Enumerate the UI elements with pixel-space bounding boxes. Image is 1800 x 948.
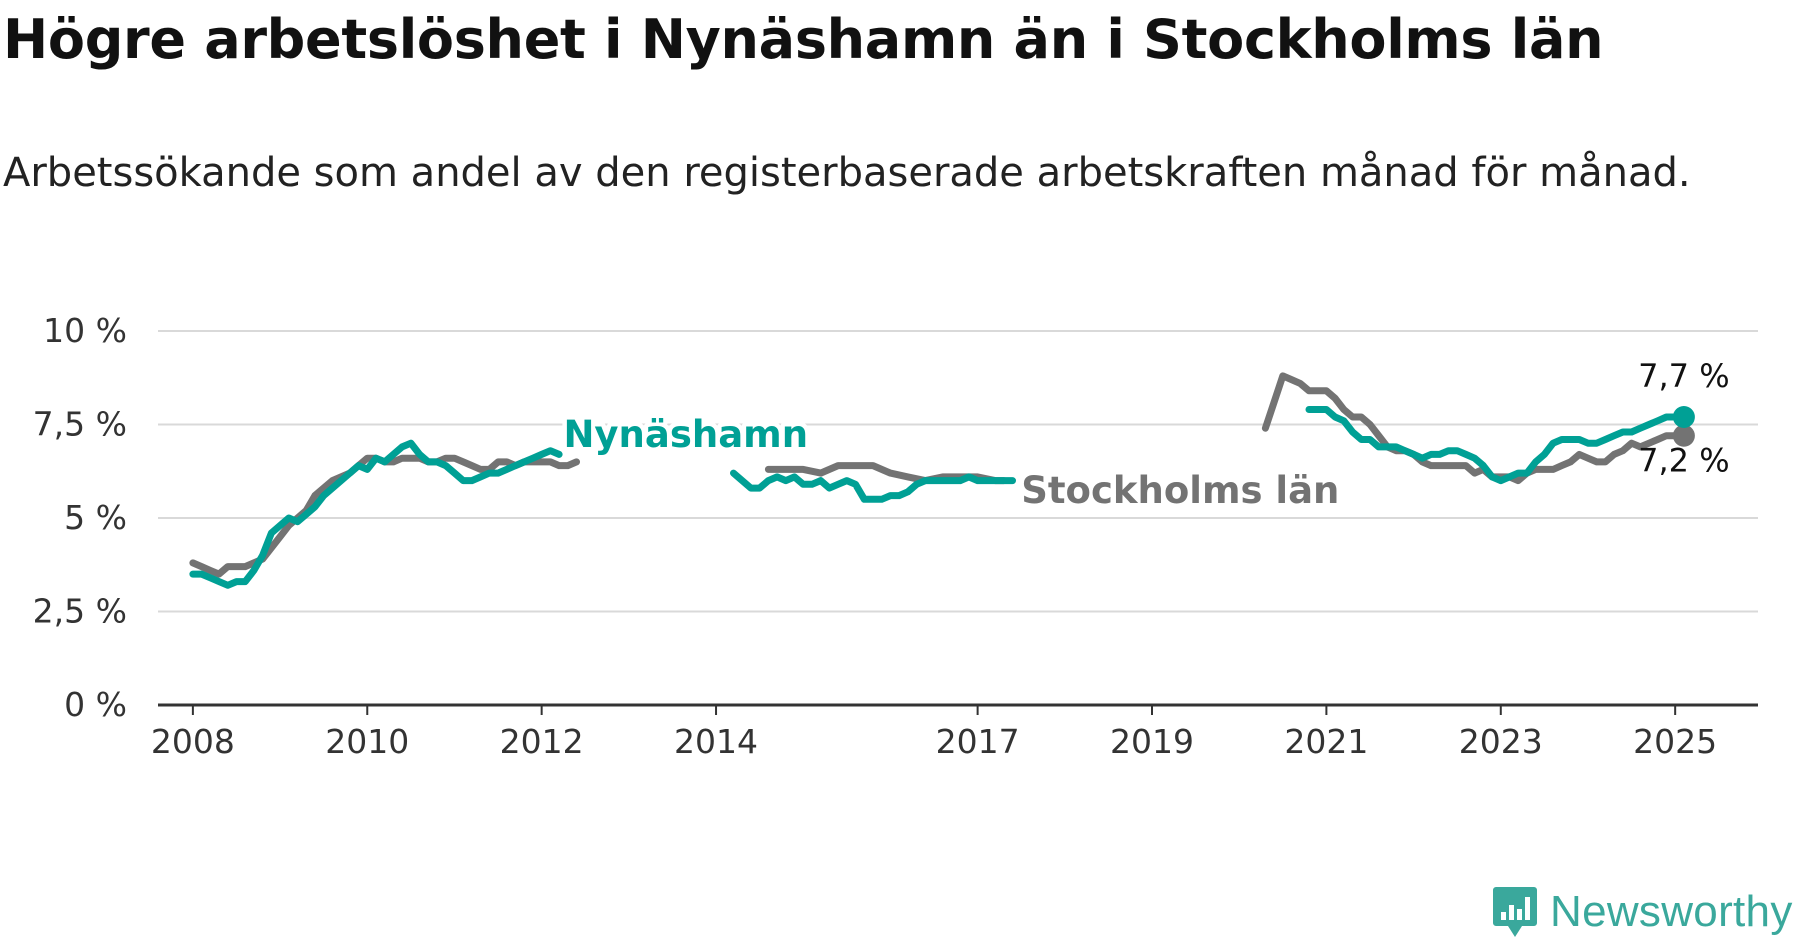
series-line-nynashamn [730, 469, 1016, 503]
series-line-stockholm [189, 454, 580, 578]
y-tick-label: 5 % [64, 498, 127, 537]
x-tick-label: 2012 [500, 722, 584, 761]
series-line-stockholm [1261, 372, 1688, 485]
end-value-label-stockholm: 7,2 % [1638, 441, 1729, 479]
y-tick-label: 10 % [43, 311, 127, 350]
end-value-label-nynashamn: 7,7 % [1638, 357, 1729, 395]
chart-subtitle: Arbetssökande som andel av den registerb… [3, 150, 1691, 196]
x-tick-label: 2008 [151, 722, 235, 761]
x-tick-label: 2014 [674, 722, 758, 761]
x-axis-tick-labels: 2008 2010 2012 2014 2017 2019 2021 2023 2025 [151, 705, 1717, 761]
end-point-nynashamn [1672, 406, 1695, 429]
x-tick-label: 2019 [1110, 722, 1194, 761]
x-tick-label: 2021 [1284, 722, 1368, 761]
series-label-stockholm: Stockholms län [1021, 469, 1339, 512]
brand-name: Newsworthy [1550, 887, 1793, 936]
chart-title: Högre arbetslöshet i Nynäshamn än i Stoc… [3, 8, 1604, 71]
x-tick-label: 2017 [936, 722, 1020, 761]
y-axis-tick-labels: 0 % 2,5 % 5 % 7,5 % 10 % [33, 311, 127, 724]
x-tick-label: 2023 [1459, 722, 1543, 761]
brand-logo: Newsworthy [1492, 884, 1793, 940]
series-label-nynashamn: Nynäshamn [563, 413, 808, 456]
x-tick-label: 2010 [325, 722, 409, 761]
x-tick-label: 2025 [1633, 722, 1717, 761]
y-tick-label: 0 % [64, 685, 127, 724]
gridlines [158, 330, 1758, 707]
series-line-nynashamn [189, 439, 563, 589]
y-tick-label: 2,5 % [33, 592, 127, 631]
series-line-nynashamn [1305, 406, 1688, 485]
series-labels: Nynäshamn Stockholms län 7,7 % 7,2 % [559, 357, 1730, 516]
series-lines [189, 372, 1695, 589]
y-tick-label: 7,5 % [33, 405, 127, 444]
end-point-stockholm [1672, 424, 1695, 447]
newsworthy-chart-icon [1493, 887, 1537, 937]
